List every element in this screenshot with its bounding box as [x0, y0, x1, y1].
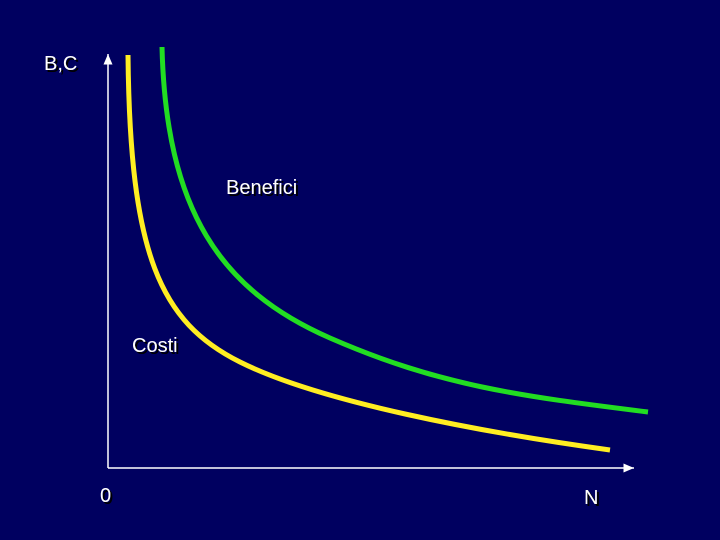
y-axis-label: B,C	[44, 53, 77, 75]
x-axis-label: N	[584, 487, 598, 509]
curve-label: Costi	[132, 335, 178, 357]
costs-curve	[125, 54, 611, 453]
benefits-curve	[159, 46, 649, 415]
origin-label: 0	[100, 485, 111, 507]
curve-label: Benefici	[226, 177, 297, 199]
